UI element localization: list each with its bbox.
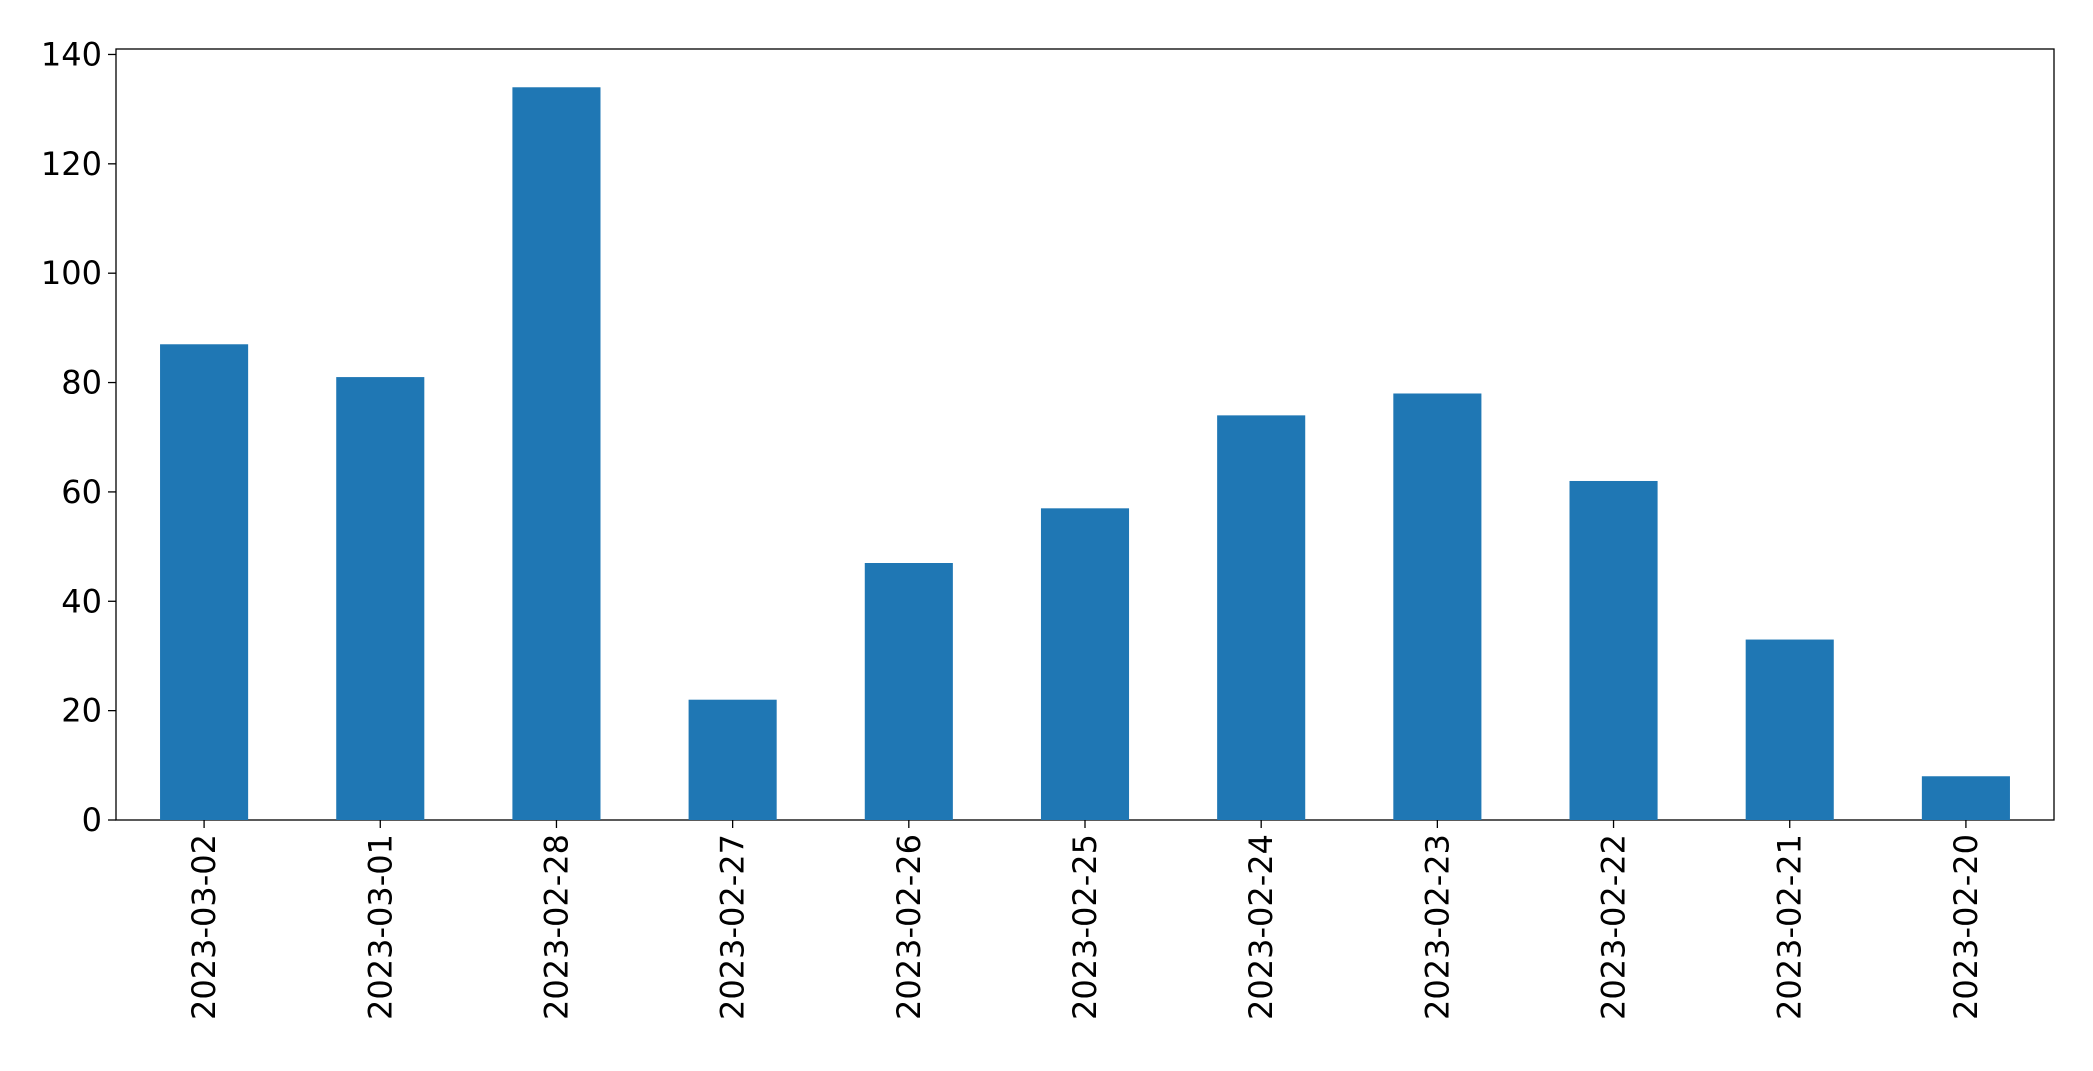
bar	[1040, 508, 1130, 820]
x-tick-label: 2023-02-23	[1418, 834, 1456, 1020]
y-tick-label: 40	[61, 582, 102, 620]
x-tick-label: 2023-02-20	[1947, 834, 1985, 1020]
x-tick-label: 2023-03-02	[185, 834, 223, 1020]
bar	[1569, 480, 1658, 820]
bar	[864, 563, 953, 820]
bar	[688, 699, 777, 820]
bar	[1921, 776, 2010, 820]
x-tick-label: 2023-02-26	[890, 834, 928, 1020]
bar	[1745, 639, 1834, 820]
y-tick-label: 120	[41, 145, 102, 183]
bar	[1217, 415, 1306, 820]
bar	[336, 377, 425, 820]
y-tick-label: 60	[61, 473, 102, 511]
bar	[1393, 393, 1482, 820]
x-tick-label: 2023-02-25	[1066, 834, 1104, 1020]
y-tick-label: 20	[61, 692, 102, 730]
bar	[512, 87, 601, 820]
y-tick-label: 100	[41, 254, 102, 292]
x-tick-label: 2023-02-27	[714, 834, 752, 1020]
x-tick-label: 2023-02-22	[1595, 834, 1633, 1020]
x-tick-label: 2023-02-28	[537, 834, 575, 1020]
y-tick-label: 140	[41, 35, 102, 73]
x-tick-label: 2023-03-01	[361, 834, 399, 1020]
y-tick-label: 80	[61, 364, 102, 402]
x-tick-label: 2023-02-21	[1771, 834, 1809, 1020]
bar	[160, 344, 249, 820]
y-tick-label: 0	[82, 801, 102, 839]
x-tick-label: 2023-02-24	[1242, 834, 1280, 1020]
